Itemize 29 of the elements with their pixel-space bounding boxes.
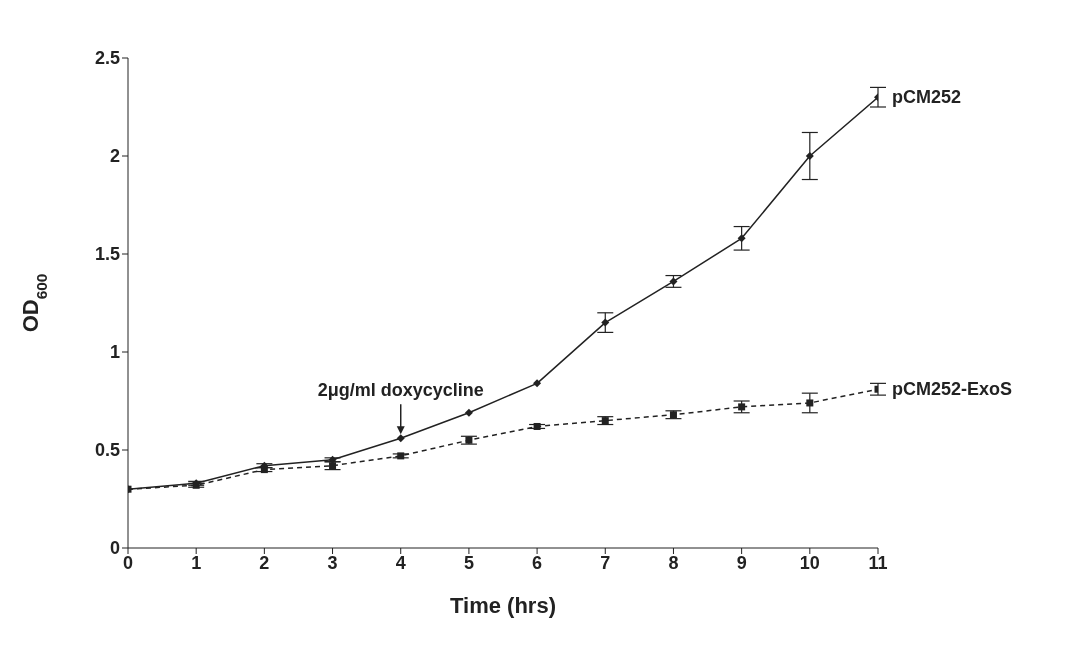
x-tick-label: 4 [395,552,406,573]
x-axis-title: Time (hrs) [450,593,556,618]
annotation: 2μg/ml doxycycline [317,380,484,401]
x-tick-label: 8 [668,552,679,573]
point [464,408,473,417]
series-label: pCM252-ExoS [892,379,1013,400]
point [396,434,405,443]
point [806,399,814,407]
x-tick-label: 3 [327,552,338,573]
point [601,318,610,327]
x-tick-label: 10 [799,552,820,573]
y-tick-label: 1.5 [94,244,120,265]
x-tick-label: 11 [868,552,888,573]
y-tick-label: 0 [109,538,120,559]
x-tick-label: 9 [736,552,747,573]
y-tick-label: 0.5 [94,440,120,461]
x-tick-label: 1 [191,552,202,573]
x-tick-label: 0 [122,552,134,573]
x-tick-label: 7 [600,552,611,573]
point [805,152,814,160]
point [737,234,746,243]
x-tick-label: 6 [532,552,543,573]
y-tick-label: 2 [109,146,120,167]
x-tick-label: 5 [463,552,474,573]
y-tick-label: 2.5 [94,48,120,69]
series-label: pCM252 [892,87,962,108]
x-tick-label: 2 [259,552,270,573]
y-tick-label: 1 [109,342,120,363]
point [533,379,542,388]
